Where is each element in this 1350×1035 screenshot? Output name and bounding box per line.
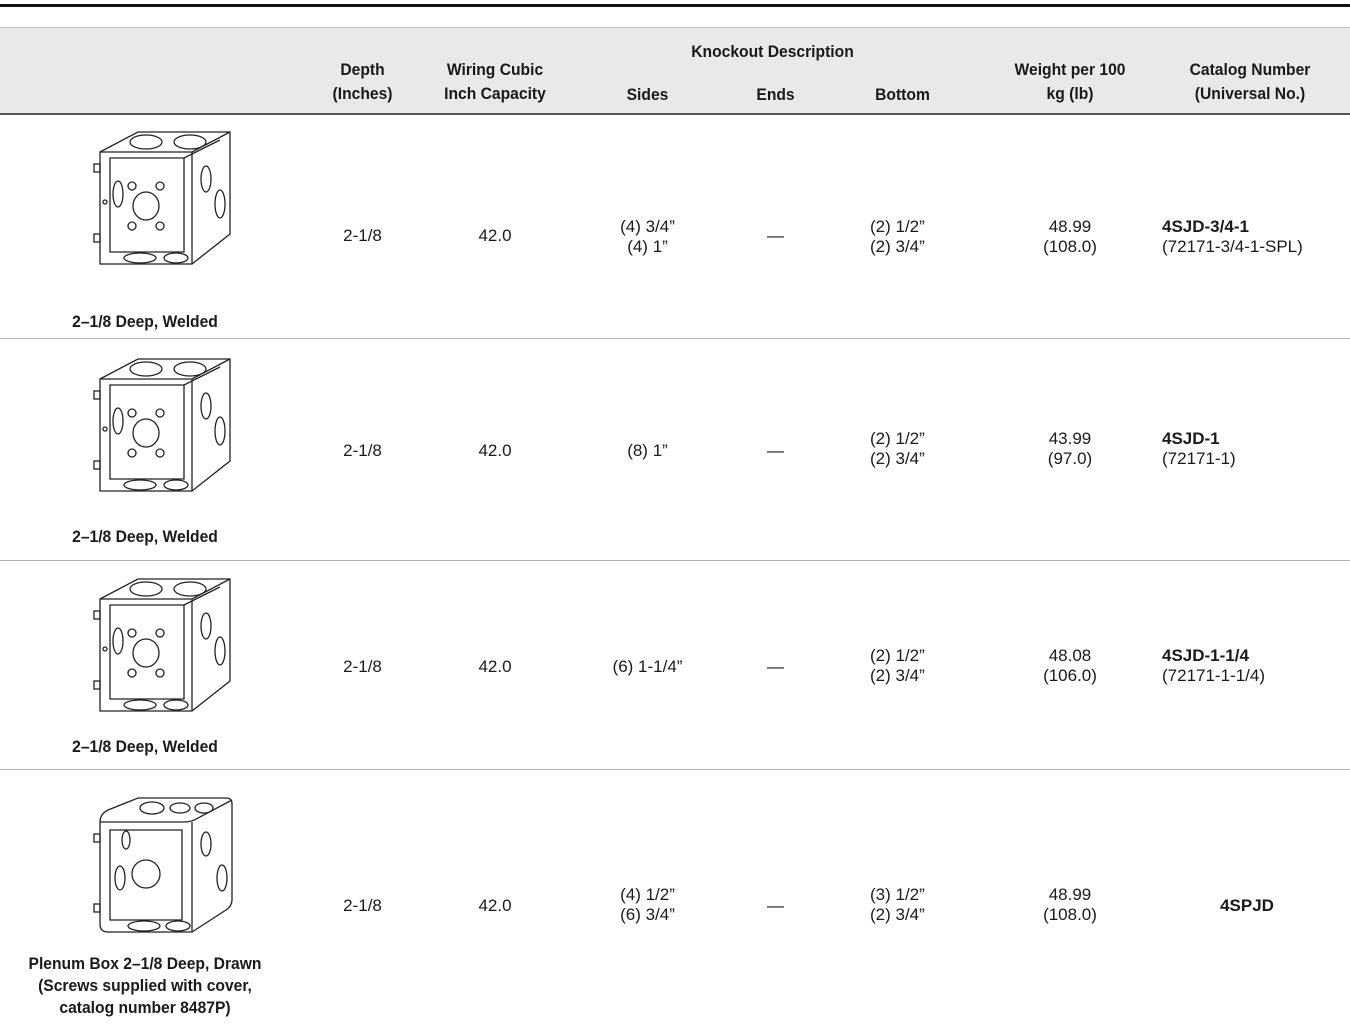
header-depth: Depth (Inches)	[332, 60, 393, 103]
table-row: 2–1/8 Deep, Welded 2-1/8 42.0 (8) 1” — (…	[0, 339, 1350, 561]
top-rule	[0, 4, 1350, 7]
product-caption: Plenum Box 2–1/8 Deep, Drawn (Screws sup…	[28, 954, 262, 1017]
sides-value: (6) 1-1/4”	[612, 657, 683, 676]
welded-square-box-icon	[93, 578, 231, 712]
ends-value: —	[767, 226, 784, 245]
weight-value: 48.99 (108.0)	[1043, 885, 1097, 924]
product-caption: 2–1/8 Deep, Welded	[72, 527, 218, 546]
header-bottom: Bottom	[875, 85, 930, 104]
sides-value: (4) 3/4” (4) 1”	[620, 217, 675, 256]
capacity-value: 42.0	[478, 226, 512, 245]
capacity-value: 42.0	[478, 441, 512, 460]
product-caption: 2–1/8 Deep, Welded	[72, 312, 218, 331]
sides-value: (4) 1/2” (6) 3/4”	[620, 885, 675, 924]
header-ends: Ends	[756, 85, 795, 104]
sides-value: (8) 1”	[627, 441, 668, 460]
catalog-value: 4SJD-1-1/4 (72171-1-1/4)	[1162, 646, 1266, 685]
ends-value: —	[767, 896, 784, 915]
ends-value: —	[767, 657, 784, 676]
capacity-value: 42.0	[478, 896, 512, 915]
depth-value: 2-1/8	[343, 657, 382, 676]
table-row: 2–1/8 Deep, Welded 2-1/8 42.0 (6) 1-1/4”…	[0, 561, 1350, 770]
table-header: Depth (Inches) Wiring Cubic Inch Capacit…	[0, 27, 1350, 115]
weight-value: 48.99 (108.0)	[1043, 217, 1097, 256]
header-knockout-description: Knockout Description	[691, 42, 854, 61]
bottom-value: (2) 1/2” (2) 3/4”	[870, 217, 925, 256]
table-row: 2–1/8 Deep, Welded 2-1/8 42.0 (4) 3/4” (4…	[0, 114, 1350, 339]
header-weight: Weight per 100 kg (lb)	[1014, 60, 1126, 103]
drawn-plenum-box-icon	[93, 797, 233, 933]
header-capacity: Wiring Cubic Inch Capacity	[444, 60, 546, 103]
depth-value: 2-1/8	[343, 441, 382, 460]
bottom-value: (2) 1/2” (2) 3/4”	[870, 429, 925, 468]
capacity-value: 42.0	[478, 657, 512, 676]
table-row: Plenum Box 2–1/8 Deep, Drawn (Screws sup…	[0, 770, 1350, 1035]
catalog-value: 4SJD-1 (72171-1)	[1162, 429, 1236, 468]
header-sides: Sides	[626, 85, 669, 104]
bottom-value: (2) 1/2” (2) 3/4”	[870, 646, 925, 685]
depth-value: 2-1/8	[343, 226, 382, 245]
welded-square-box-icon	[93, 131, 231, 265]
depth-value: 2-1/8	[343, 896, 382, 915]
header-catalog: Catalog Number (Universal No.)	[1189, 60, 1311, 103]
weight-value: 48.08 (106.0)	[1043, 646, 1097, 685]
weight-value: 43.99 (97.0)	[1047, 429, 1093, 468]
product-caption: 2–1/8 Deep, Welded	[72, 737, 218, 756]
catalog-value: 4SJD-3/4-1 (72171-3/4-1-SPL)	[1162, 217, 1303, 256]
ends-value: —	[767, 441, 784, 460]
catalog-value: 4SPJD	[1220, 896, 1274, 915]
bottom-value: (3) 1/2” (2) 3/4”	[870, 885, 925, 924]
welded-square-box-icon	[93, 358, 231, 492]
